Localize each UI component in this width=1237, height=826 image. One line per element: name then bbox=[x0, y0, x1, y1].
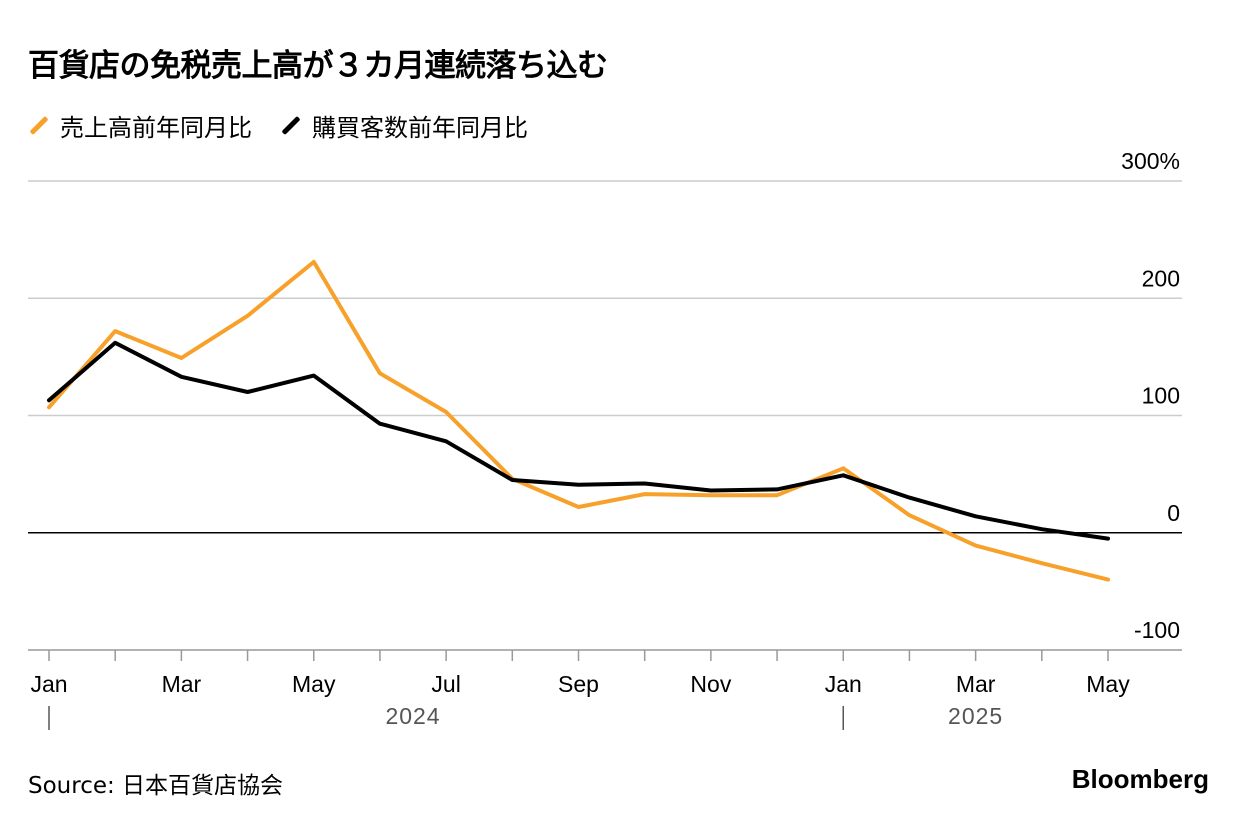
year-label: 2025 bbox=[948, 703, 1003, 729]
source-note: Source: 日本百貨店協会 bbox=[28, 773, 284, 799]
legend-item-sales: 売上高前年同月比 bbox=[28, 108, 252, 143]
series-line-sales bbox=[47, 259, 1110, 582]
legend-label: 購買客数前年同月比 bbox=[312, 114, 528, 142]
y-tick-label: 100 bbox=[1142, 383, 1180, 409]
x-tick-label: Mar bbox=[162, 671, 202, 697]
x-tick-label: Jan bbox=[30, 671, 67, 697]
series-line-customers bbox=[47, 340, 1110, 541]
y-tick-label: 200 bbox=[1142, 265, 1180, 291]
bloomberg-logo: Bloomberg bbox=[1071, 764, 1209, 794]
x-tick-label: May bbox=[1086, 671, 1130, 697]
x-tick-label: Nov bbox=[690, 671, 731, 697]
y-tick-label: -100 bbox=[1134, 617, 1180, 643]
legend-item-customers: 購買客数前年同月比 bbox=[280, 108, 528, 143]
legend-label: 売上高前年同月比 bbox=[60, 114, 252, 142]
y-tick-label: 0 bbox=[1167, 500, 1180, 526]
y-tick-label: 300% bbox=[1121, 148, 1180, 174]
x-tick-label: Jul bbox=[431, 671, 460, 697]
x-tick-label: Sep bbox=[558, 671, 599, 697]
chart-title: 百貨店の免税売上高が３カ月連続落ち込む bbox=[28, 48, 608, 84]
legend: 売上高前年同月比 購買客数前年同月比 bbox=[28, 108, 528, 143]
year-label: 2024 bbox=[385, 703, 440, 729]
x-tick-label: May bbox=[292, 671, 336, 697]
x-tick-label: Jan bbox=[825, 671, 862, 697]
x-tick-label: Mar bbox=[956, 671, 996, 697]
